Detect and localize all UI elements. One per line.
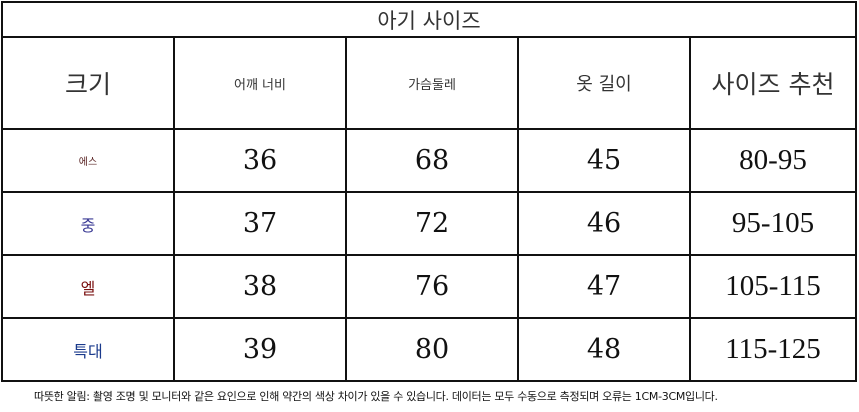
recommend-value: 115-125 xyxy=(689,317,857,382)
size-label: 엘 xyxy=(1,254,175,319)
recommend-value: 80-95 xyxy=(689,128,857,193)
size-chart-table: 아기 사이즈 크기 어깨 너비 가슴둘레 옷 길이 사이즈 추천 에스 36 6… xyxy=(1,1,857,382)
chest-value: 80 xyxy=(345,317,519,382)
size-label: 특대 xyxy=(1,317,175,382)
size-label: 에스 xyxy=(1,128,175,193)
shoulder-value: 37 xyxy=(173,191,347,256)
table-row: 엘 38 76 47 105-115 xyxy=(1,254,857,319)
length-value: 45 xyxy=(517,128,691,193)
recommend-value: 105-115 xyxy=(689,254,857,319)
shoulder-value: 36 xyxy=(173,128,347,193)
table-row: 에스 36 68 45 80-95 xyxy=(1,128,857,193)
footnote: 따뜻한 알림: 촬영 조명 및 모니터와 같은 요인으로 인해 약간의 색상 차… xyxy=(34,390,718,403)
chest-value: 76 xyxy=(345,254,519,319)
table-row: 특대 39 80 48 115-125 xyxy=(1,317,857,382)
header-size: 크기 xyxy=(1,36,175,130)
header-length: 옷 길이 xyxy=(517,36,691,130)
chest-value: 68 xyxy=(345,128,519,193)
table-title: 아기 사이즈 xyxy=(1,1,857,38)
table-row: 중 37 72 46 95-105 xyxy=(1,191,857,256)
recommend-value: 95-105 xyxy=(689,191,857,256)
length-value: 47 xyxy=(517,254,691,319)
shoulder-value: 38 xyxy=(173,254,347,319)
header-chest: 가슴둘레 xyxy=(345,36,519,130)
chest-value: 72 xyxy=(345,191,519,256)
length-value: 48 xyxy=(517,317,691,382)
header-row: 크기 어깨 너비 가슴둘레 옷 길이 사이즈 추천 xyxy=(1,36,857,130)
shoulder-value: 39 xyxy=(173,317,347,382)
length-value: 46 xyxy=(517,191,691,256)
header-recommend: 사이즈 추천 xyxy=(689,36,857,130)
header-shoulder: 어깨 너비 xyxy=(173,36,347,130)
size-label: 중 xyxy=(1,191,175,256)
